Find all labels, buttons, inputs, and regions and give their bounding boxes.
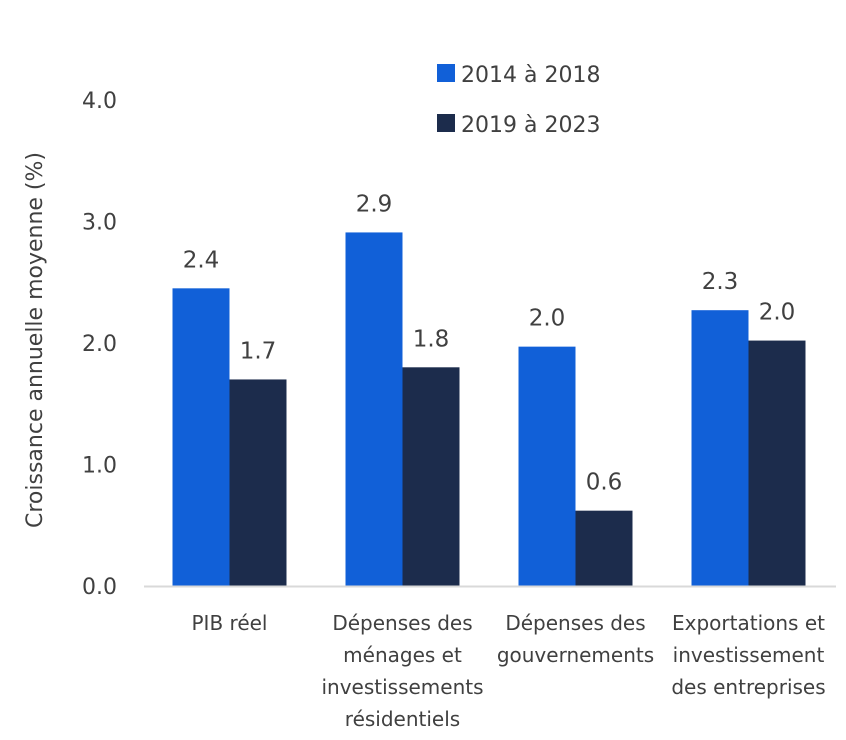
- bar: [402, 367, 460, 586]
- y-tick-label: 3.0: [82, 211, 117, 236]
- legend-swatch: [437, 114, 455, 132]
- category-label: Dépenses des: [332, 611, 472, 635]
- data-label: 2.4: [183, 247, 220, 273]
- y-axis: 0.0 1.0 2.0 3.0 4.0: [82, 89, 117, 600]
- bar: [172, 288, 230, 586]
- category-label: investissements: [321, 675, 483, 699]
- category-label: investissement: [673, 643, 825, 667]
- data-labels: 2.4 2.9 2.0 2.3 1.7 1.8 0.6 2.0: [183, 191, 796, 495]
- y-tick-label: 2.0: [82, 332, 117, 357]
- bar: [575, 510, 633, 586]
- category-label: résidentiels: [345, 707, 460, 731]
- data-label: 2.0: [759, 300, 796, 326]
- legend-label: 2019 à 2023: [461, 113, 600, 138]
- data-label: 2.0: [529, 306, 566, 332]
- legend: 2014 à 2018 2019 à 2023: [437, 63, 600, 138]
- x-axis: PIB réel Dépenses des ménages et investisse…: [192, 611, 826, 731]
- bar: [748, 340, 806, 586]
- data-label: 0.6: [586, 470, 623, 496]
- category-label: Dépenses des: [505, 611, 645, 635]
- bar: [229, 379, 287, 586]
- y-axis-title: Croissance annuelle moyenne (%): [23, 152, 48, 528]
- y-tick-label: 0.0: [82, 575, 117, 600]
- bar: [518, 346, 576, 586]
- category-label: Exportations et: [672, 611, 825, 635]
- category-label: ménages et: [343, 643, 462, 667]
- legend-swatch: [437, 64, 455, 82]
- bar: [691, 310, 749, 586]
- data-label: 1.8: [413, 326, 450, 352]
- y-tick-label: 1.0: [82, 454, 117, 479]
- category-label: des entreprises: [671, 675, 825, 699]
- data-label: 2.3: [702, 269, 739, 295]
- bars: [172, 232, 806, 586]
- category-label: PIB réel: [192, 611, 268, 635]
- category-label: gouvernements: [497, 643, 654, 667]
- data-label: 2.9: [356, 191, 393, 217]
- data-label: 1.7: [240, 338, 277, 364]
- bar: [345, 232, 403, 586]
- y-tick-label: 4.0: [82, 89, 117, 114]
- legend-label: 2014 à 2018: [461, 63, 600, 88]
